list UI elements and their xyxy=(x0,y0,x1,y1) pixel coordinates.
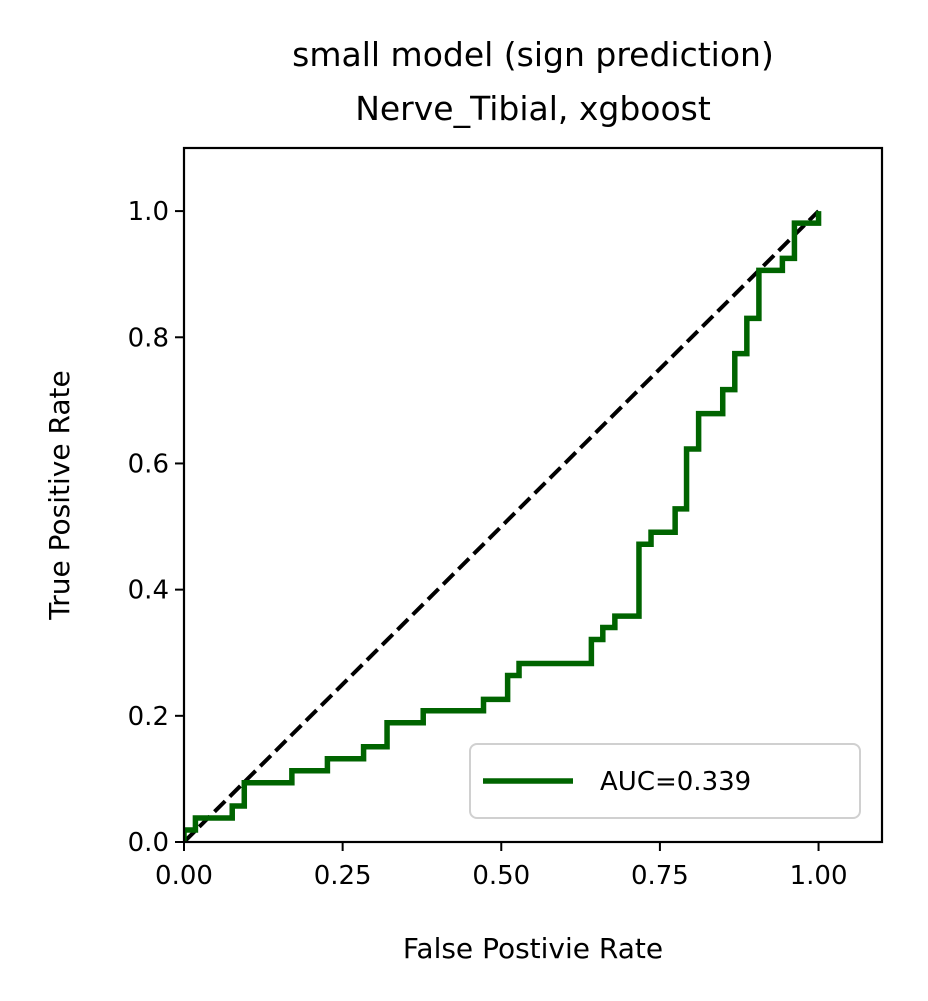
chart-title-line2: Nerve_Tibial, xgboost xyxy=(355,89,711,128)
x-tick-label: 0.25 xyxy=(314,861,372,891)
x-tick-label: 0.50 xyxy=(472,861,530,891)
x-tick-label: 0.75 xyxy=(631,861,689,891)
chance-diagonal-line xyxy=(184,209,820,842)
y-tick-label: 1.0 xyxy=(128,197,169,227)
y-axis-label: True Positive Rate xyxy=(43,370,76,620)
legend: AUC=0.339 xyxy=(469,743,861,819)
legend-label: AUC=0.339 xyxy=(600,767,751,797)
x-tick-label: 1.00 xyxy=(790,861,848,891)
roc-curve-line xyxy=(184,211,822,842)
x-tick-label: 0.00 xyxy=(155,861,213,891)
plot-area xyxy=(184,209,822,842)
axes: 0.00 0.25 0.50 0.75 1.00 0.0 0.2 0.4 0.6 0.8 1.0 xyxy=(128,146,884,891)
y-tick-label: 0.8 xyxy=(128,323,169,353)
chart-title-line1: small model (sign prediction) xyxy=(292,35,774,74)
y-tick-label: 0.0 xyxy=(128,828,169,858)
x-axis-label: False Postivie Rate xyxy=(403,932,663,965)
plot-frame xyxy=(182,146,884,844)
y-tick-label: 0.2 xyxy=(128,702,169,732)
y-tick-label: 0.4 xyxy=(128,576,169,606)
legend-box xyxy=(469,743,861,819)
y-tick-label: 0.6 xyxy=(128,449,169,479)
